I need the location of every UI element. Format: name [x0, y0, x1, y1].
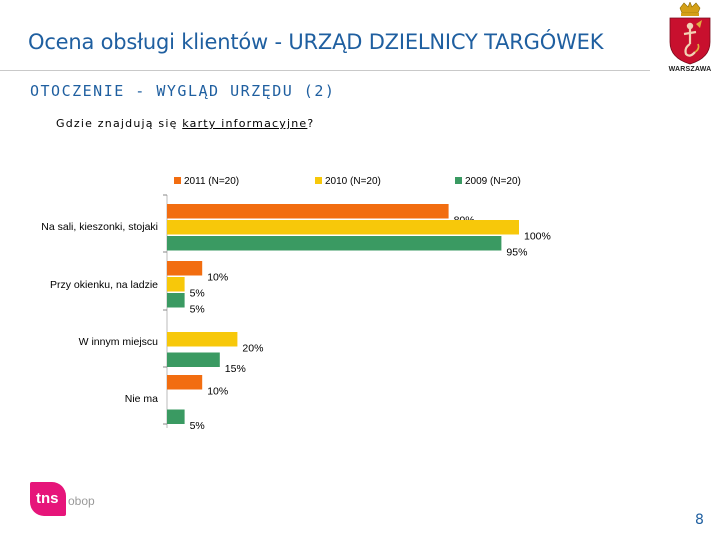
data-label: 10% [207, 272, 228, 284]
bar [167, 204, 449, 219]
data-label: 95% [506, 247, 527, 259]
data-label: 100% [524, 231, 551, 243]
legend-label: 2009 (N=20) [465, 176, 521, 187]
coat-of-arms-icon [669, 2, 711, 65]
category-label: Przy okienku, na ladzie [50, 279, 158, 291]
chart-question: Gdzie znajdują się karty informacyjne? [56, 117, 314, 130]
tns-obop-logo: tns obop [30, 480, 110, 520]
legend-label: 2011 (N=20) [184, 176, 239, 187]
bar [167, 220, 519, 235]
data-label: 15% [225, 363, 246, 375]
bar [167, 236, 502, 251]
logo-city-label: WARSZAWA [668, 66, 712, 73]
legend-swatch [315, 177, 322, 184]
legend-swatch [455, 177, 462, 184]
data-label: 5% [190, 288, 205, 300]
legend-label: 2010 (N=20) [325, 176, 381, 187]
tns-badge [30, 482, 66, 516]
question-suffix: ? [307, 117, 315, 130]
category-label: Na sali, kieszonki, stojaki [41, 221, 158, 233]
bar [167, 261, 203, 276]
question-underlined: karty informacyjne [182, 117, 308, 130]
bar [167, 375, 203, 390]
bar [167, 293, 185, 308]
data-label: 10% [207, 386, 228, 398]
page-number: 8 [695, 512, 704, 528]
data-label: 20% [242, 343, 263, 355]
data-label: 5% [190, 304, 205, 316]
page-title: Ocena obsługi klientów - URZĄD DZIELNICY… [28, 30, 604, 54]
bar [167, 352, 220, 367]
tns-logo-text: tns [36, 490, 59, 507]
category-label: W innym miejscu [79, 336, 159, 348]
section-title: OTOCZENIE - WYGLĄD URZĘDU (2) [30, 82, 336, 100]
warsaw-coat-of-arms-logo: WARSZAWA [662, 2, 718, 80]
legend-swatch [174, 177, 181, 184]
bar [167, 332, 238, 347]
bar [167, 409, 185, 424]
data-label: 5% [190, 420, 205, 432]
obop-logo-text: obop [68, 494, 95, 508]
category-label: Nie ma [125, 393, 158, 405]
title-divider [0, 70, 650, 71]
question-prefix: Gdzie znajdują się [56, 117, 183, 130]
bar [167, 277, 185, 292]
